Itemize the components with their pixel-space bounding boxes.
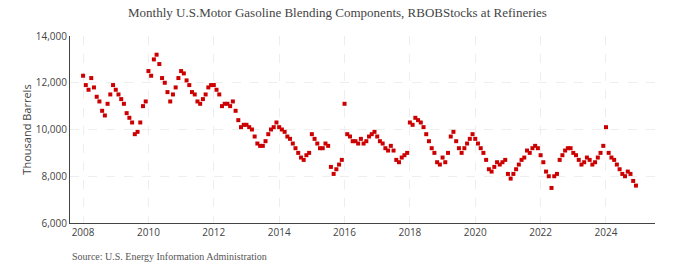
svg-text:12,000: 12,000 <box>36 75 67 89</box>
svg-text:Thousand Barrels: Thousand Barrels <box>19 84 34 174</box>
svg-text:6,000: 6,000 <box>42 216 68 230</box>
svg-text:2016: 2016 <box>333 225 356 239</box>
svg-text:2014: 2014 <box>268 225 291 239</box>
svg-text:2024: 2024 <box>595 225 618 239</box>
svg-text:2022: 2022 <box>529 225 552 239</box>
svg-text:2018: 2018 <box>398 225 421 239</box>
svg-text:8,000: 8,000 <box>42 169 68 183</box>
svg-text:14,000: 14,000 <box>36 29 67 43</box>
svg-text:Source: U.S. Energy Informatio: Source: U.S. Energy Information Administ… <box>72 251 267 262</box>
svg-text:2020: 2020 <box>464 225 487 239</box>
svg-text:2008: 2008 <box>72 225 95 239</box>
svg-text:10,000: 10,000 <box>36 122 67 136</box>
svg-text:2012: 2012 <box>202 225 225 239</box>
svg-text:2010: 2010 <box>137 225 160 239</box>
svg-text:Monthly U.S.Motor Gasoline Ble: Monthly U.S.Motor Gasoline Blending Comp… <box>128 5 547 20</box>
